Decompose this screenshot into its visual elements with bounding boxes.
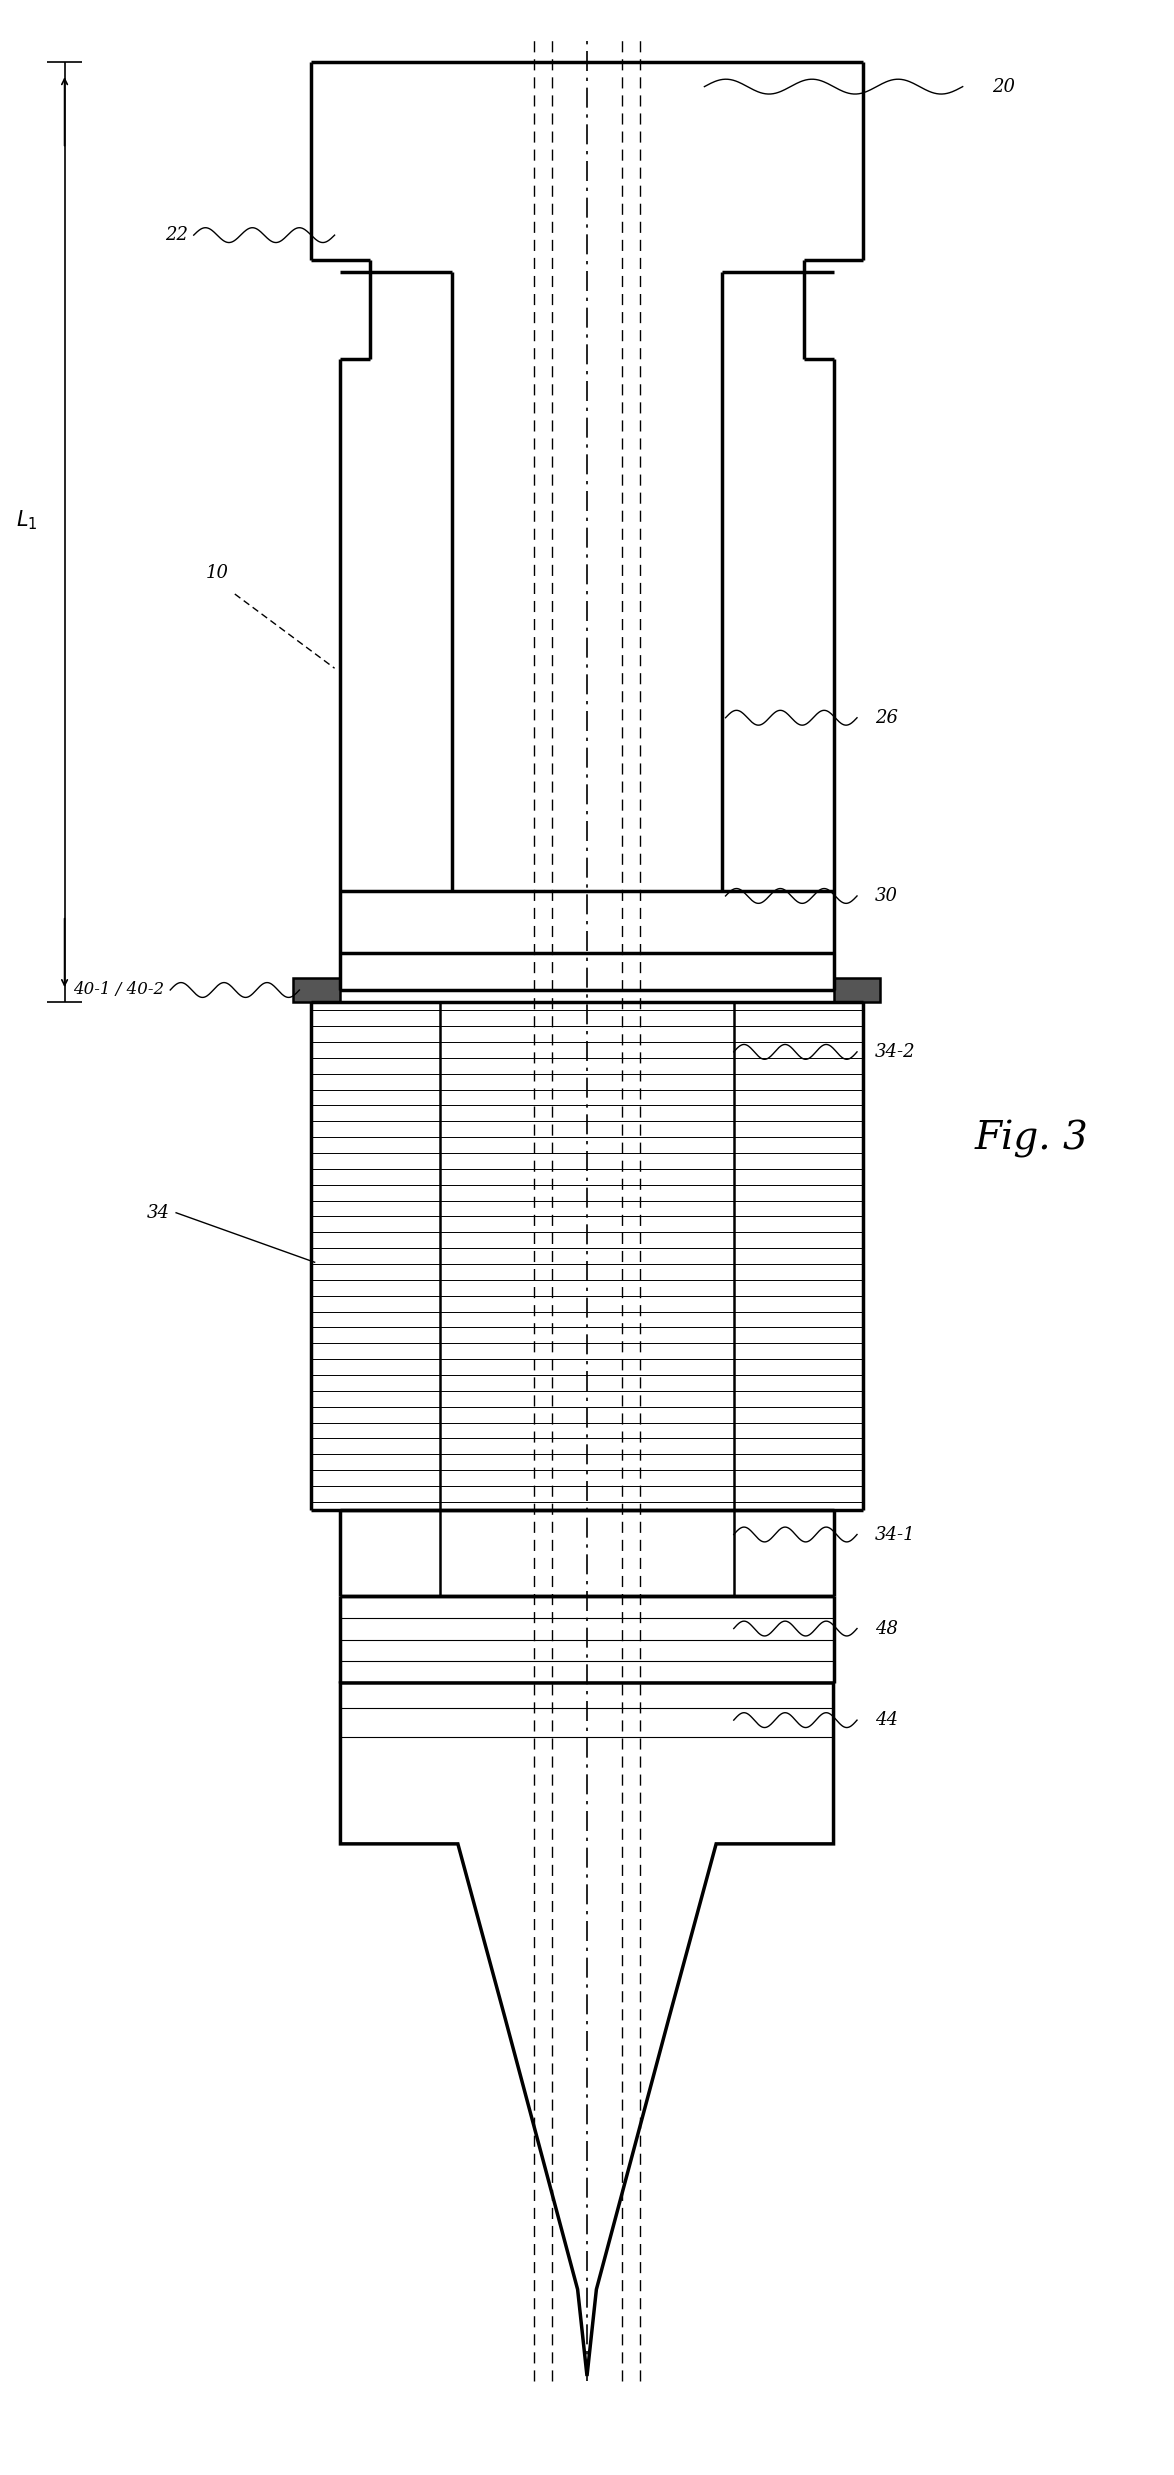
- Text: 48: 48: [875, 1619, 898, 1638]
- Text: $L_1$: $L_1$: [16, 507, 38, 532]
- Polygon shape: [340, 1683, 834, 2376]
- Text: 20: 20: [992, 77, 1016, 97]
- Text: Fig. 3: Fig. 3: [974, 1119, 1088, 1158]
- Bar: [294, 978, 340, 1002]
- Bar: [834, 978, 880, 1002]
- Text: 34-1: 34-1: [875, 1525, 916, 1544]
- Text: 44: 44: [875, 1710, 898, 1730]
- Text: 22: 22: [164, 225, 188, 245]
- Text: 34: 34: [147, 1203, 170, 1223]
- Text: 26: 26: [875, 708, 898, 728]
- Text: 34-2: 34-2: [875, 1042, 916, 1062]
- Text: 10: 10: [205, 564, 229, 582]
- Text: 40-1 / 40-2: 40-1 / 40-2: [73, 983, 164, 997]
- Text: 30: 30: [875, 886, 898, 906]
